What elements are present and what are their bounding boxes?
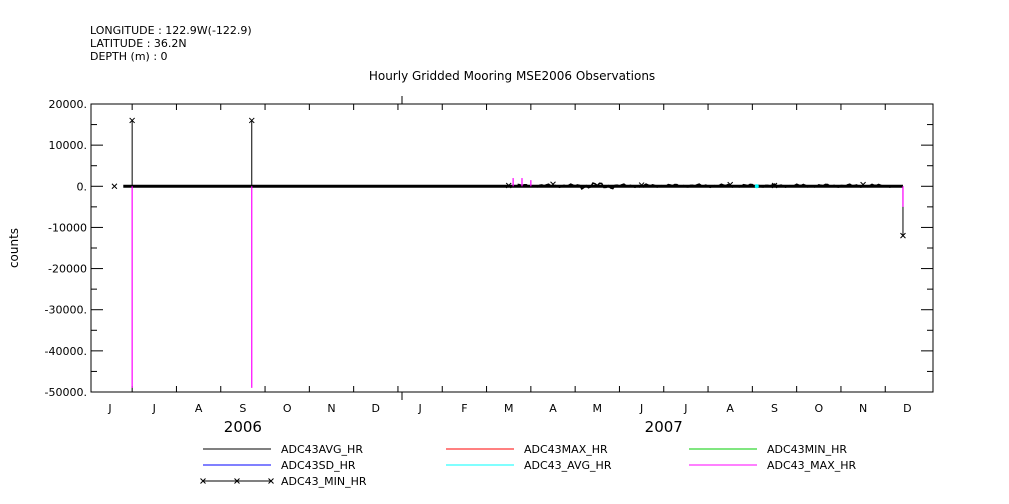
x-tick-label: J xyxy=(417,402,421,415)
y-axis-label: counts xyxy=(7,228,21,268)
depth-label: DEPTH (m) : 0 xyxy=(90,50,168,63)
y-tick-label: -50000. xyxy=(45,386,87,399)
x-tick-label: J xyxy=(639,402,643,415)
x-tick-label: N xyxy=(859,402,867,415)
y-tick-label: -20000 xyxy=(48,263,87,276)
series-ADC43_MIN_HR-marker xyxy=(550,181,556,188)
x-tick-label: M xyxy=(593,402,603,415)
x-tick-label: N xyxy=(327,402,335,415)
x-tick-label: O xyxy=(283,402,292,415)
year-label: 2007 xyxy=(645,418,683,436)
legend-label-ADC43MIN_HR: ADC43MIN_HR xyxy=(767,443,847,456)
y-tick-label: -30000. xyxy=(45,304,87,317)
series-ADC43_MIN_HR-marker xyxy=(248,117,255,124)
x-tick-label: A xyxy=(549,402,557,415)
series-ADC43_AVG_HR-point xyxy=(754,184,759,189)
legend-label-ADC43AVG_HR: ADC43AVG_HR xyxy=(281,443,363,456)
legend-label-ADC43_MAX_HR: ADC43_MAX_HR xyxy=(767,459,856,472)
latitude-label: LATITUDE : 36.2N xyxy=(90,37,187,50)
series-ADC43_MIN_HR-marker xyxy=(900,232,906,239)
chart-title: Hourly Gridded Mooring MSE2006 Observati… xyxy=(369,69,655,83)
x-tick-label: F xyxy=(461,402,467,415)
x-tick-label: M xyxy=(504,402,514,415)
x-tick-label: D xyxy=(372,402,380,415)
legend-marker xyxy=(268,478,274,484)
x-tick-label: A xyxy=(726,402,734,415)
series-ADC43_MIN_HR-marker xyxy=(129,117,136,124)
x-tick-label: A xyxy=(195,402,203,415)
series-ADC43_MIN_HR-marker xyxy=(727,181,734,188)
x-tick-label: J xyxy=(107,402,111,415)
legend-label-ADC43MAX_HR: ADC43MAX_HR xyxy=(524,443,608,456)
legend-marker xyxy=(234,478,240,484)
series-ADC43_MIN_HR-marker xyxy=(111,183,118,190)
series-ADC43_MIN_HR-marker xyxy=(771,182,778,189)
x-tick-label: O xyxy=(814,402,823,415)
x-tick-label: J xyxy=(683,402,687,415)
legend-label-ADC43_AVG_HR: ADC43_AVG_HR xyxy=(524,459,612,472)
legend-marker xyxy=(200,478,206,484)
plot-frame xyxy=(90,103,934,393)
x-tick-label: J xyxy=(152,402,156,415)
y-tick-label: 0. xyxy=(77,180,88,193)
y-tick-label: -10000 xyxy=(48,221,87,234)
longitude-label: LONGITUDE : 122.9W(-122.9) xyxy=(90,24,252,37)
y-tick-label: -40000. xyxy=(45,345,87,358)
x-tick-label: D xyxy=(903,402,911,415)
y-tick-label: 20000. xyxy=(49,98,88,111)
y-tick-label: 10000. xyxy=(49,139,88,152)
x-tick-label: S xyxy=(771,402,778,415)
series-ADC43AVG_HR-noise xyxy=(517,182,893,190)
legend-label-ADC43_MIN_HR: ADC43_MIN_HR xyxy=(281,475,367,488)
series-ADC43_MIN_HR-marker xyxy=(860,181,866,188)
series-ADC43_MIN_HR-marker xyxy=(505,182,512,189)
year-label: 2006 xyxy=(224,418,262,436)
legend-label-ADC43SD_HR: ADC43SD_HR xyxy=(281,459,356,472)
series-ADC43_MIN_HR-marker xyxy=(638,182,645,188)
x-tick-label: S xyxy=(239,402,246,415)
